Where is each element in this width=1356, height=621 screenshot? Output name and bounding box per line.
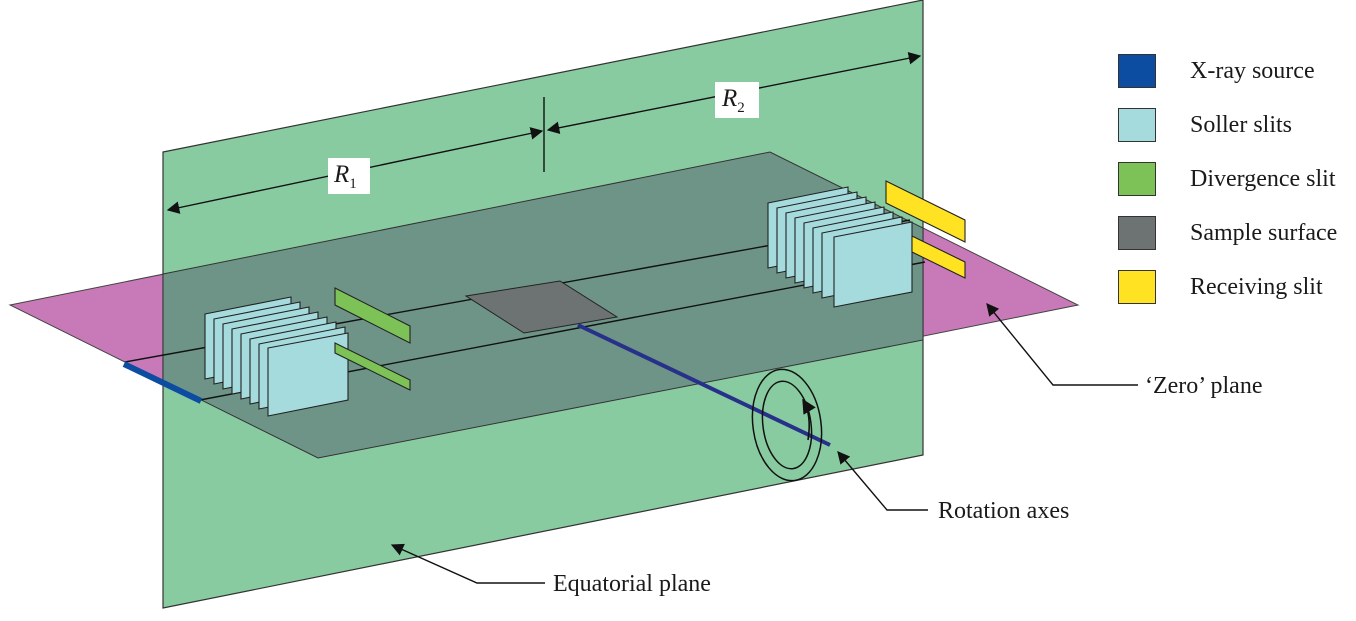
legend-label: Divergence slit [1190, 165, 1336, 192]
receiving-slit-swatch [1118, 270, 1156, 304]
soller-slits-swatch [1118, 108, 1156, 142]
sample-surface-swatch [1118, 216, 1156, 250]
legend-item-sample-surface: Sample surface [1118, 206, 1337, 260]
sample-surface [464, 280, 619, 334]
zero-plane-leader [986, 303, 1138, 386]
legend-item-soller-slits: Soller slits [1118, 98, 1337, 152]
legend-label: Receiving slit [1190, 273, 1323, 300]
incident-soller-slits [204, 296, 349, 417]
legend-item-xray-source: X-ray source [1118, 44, 1337, 98]
legend-label: X-ray source [1190, 57, 1315, 84]
rotation-axes-leader [837, 451, 928, 511]
r2-label: R2 [721, 85, 745, 116]
xray-source [122, 361, 203, 404]
zero-plane-label: ‘Zero’ plane [1145, 373, 1262, 399]
rotation-axis-beam [577, 323, 831, 447]
xray-source-swatch [1118, 54, 1156, 88]
rotation-ellipses [751, 368, 823, 482]
legend-label: Sample surface [1190, 219, 1338, 246]
equatorial-plane-label: Equatorial plane [553, 571, 711, 597]
legend: X-ray source Soller slits Divergence sli… [1118, 44, 1337, 314]
legend-label: Soller slits [1190, 111, 1293, 138]
receiving-soller-slits [767, 186, 913, 308]
divergence-slit-swatch [1118, 162, 1156, 196]
rotation-axes-label: Rotation axes [938, 498, 1069, 524]
divergence-slit [334, 287, 411, 391]
legend-item-divergence-slit: Divergence slit [1118, 152, 1337, 206]
legend-item-receiving-slit: Receiving slit [1118, 260, 1337, 314]
rotation-arrow [802, 398, 816, 441]
r1-label: R1 [333, 161, 357, 192]
equatorial-plane-leader [390, 543, 545, 584]
receiving-slit [885, 180, 966, 279]
